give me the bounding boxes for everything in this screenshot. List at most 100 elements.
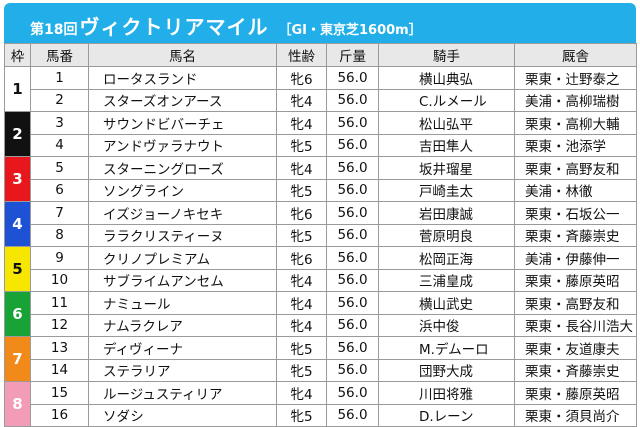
jockey-cell: 坂井瑠星 — [378, 156, 515, 180]
sexage-cell: 牝4 — [276, 156, 327, 180]
jockey-cell: 戸崎圭太 — [378, 178, 515, 202]
entry-table: 枠 馬番 馬名 性齢 斤量 騎手 厩舎 1 1 ロータスランド 牝6 56.0 … — [4, 43, 637, 427]
trainer-cell: 栗東・須貝尚介 — [514, 403, 637, 427]
table-row: 14 ステラリア 牝5 56.0 団野大成 栗東・斉藤崇史 — [5, 358, 637, 382]
jockey-cell: 横山典弘 — [378, 66, 515, 90]
horse-name-cell: ナムラクレア — [88, 313, 277, 337]
trainer-cell: 栗東・友道康夫 — [514, 336, 637, 360]
trainer-cell: 栗東・石坂公一 — [514, 201, 637, 225]
sexage-cell: 牝4 — [276, 381, 327, 405]
horse-name-cell: ルージュスティリア — [88, 381, 277, 405]
trainer-cell: 栗東・辻野泰之 — [514, 66, 637, 90]
waku-cell: 4 — [4, 201, 31, 247]
jockey-cell: 団野大成 — [378, 358, 515, 382]
jockey-cell: 川田将雅 — [378, 381, 515, 405]
jockey-cell: 横山武史 — [378, 291, 515, 315]
table-row: 16 ソダシ 牝5 56.0 D.レーン 栗東・須貝尚介 — [5, 403, 637, 427]
sexage-cell: 牝5 — [276, 178, 327, 202]
jockey-cell: 松岡正海 — [378, 246, 515, 270]
table-row: 8 15 ルージュスティリア 牝4 56.0 川田将雅 栗東・藤原英昭 — [4, 381, 637, 427]
sexage-cell: 牝5 — [276, 223, 327, 247]
jockey-cell: C.ルメール — [378, 88, 515, 112]
weight-cell: 56.0 — [326, 223, 379, 247]
horse-name-cell: アンドヴァラナウト — [88, 133, 277, 157]
weight-cell: 56.0 — [326, 403, 379, 427]
trainer-cell: 栗東・池添学 — [514, 133, 637, 157]
umaban-cell: 13 — [30, 336, 89, 360]
sexage-cell: 牝6 — [276, 66, 327, 90]
waku-cell: 3 — [4, 156, 31, 202]
sexage-cell: 牝5 — [276, 336, 327, 360]
trainer-cell: 美浦・林徹 — [514, 178, 637, 202]
weight-cell: 56.0 — [326, 291, 379, 315]
weight-cell: 56.0 — [326, 66, 379, 90]
sexage-cell: 牝4 — [276, 88, 327, 112]
horse-name-cell: イズジョーノキセキ — [88, 201, 277, 225]
waku-cell: 7 — [4, 336, 31, 382]
umaban-cell: 3 — [30, 111, 89, 135]
umaban-cell: 7 — [30, 201, 89, 225]
header-umaban: 馬番 — [30, 43, 89, 67]
waku-cell: 2 — [4, 111, 31, 157]
table-row: 2 スターズオンアース 牝4 56.0 C.ルメール 美浦・高柳瑞樹 — [5, 88, 637, 112]
umaban-cell: 10 — [30, 268, 89, 292]
weight-cell: 56.0 — [326, 268, 379, 292]
sexage-cell: 牝6 — [276, 201, 327, 225]
table-row: 6 11 ナミュール 牝4 56.0 横山武史 栗東・高野友和 — [4, 291, 637, 337]
weight-cell: 56.0 — [326, 88, 379, 112]
sexage-cell: 牝4 — [276, 313, 327, 337]
header-sexage: 性齢 — [276, 43, 327, 67]
umaban-cell: 1 — [30, 66, 89, 90]
horse-name-cell: ナミュール — [88, 291, 277, 315]
waku-cell: 8 — [4, 381, 31, 427]
weight-cell: 56.0 — [326, 381, 379, 405]
table-row: 2 3 サウンドビバーチェ 牝4 56.0 松山弘平 栗東・高柳大輔 — [4, 111, 637, 157]
umaban-cell: 4 — [30, 133, 89, 157]
sexage-cell: 牝4 — [276, 111, 327, 135]
trainer-cell: 栗東・斉藤崇史 — [514, 223, 637, 247]
jockey-cell: 岩田康誠 — [378, 201, 515, 225]
horse-name-cell: ソングライン — [88, 178, 277, 202]
trainer-cell: 美浦・高柳瑞樹 — [514, 88, 637, 112]
horse-name-cell: ララクリスティーヌ — [88, 223, 277, 247]
umaban-cell: 11 — [30, 291, 89, 315]
sexage-cell: 牝6 — [276, 246, 327, 270]
table-body: 1 1 ロータスランド 牝6 56.0 横山典弘 栗東・辻野泰之 2 スターズオ… — [4, 66, 637, 427]
sexage-cell: 牝4 — [276, 268, 327, 292]
weight-cell: 56.0 — [326, 336, 379, 360]
race-condition: ［GI・東京芝1600m］ — [278, 23, 422, 38]
trainer-cell: 栗東・高柳大輔 — [514, 111, 637, 135]
horse-name-cell: ソダシ — [88, 403, 277, 427]
race-card: 第18回 ヴィクトリアマイル ［GI・東京芝1600m］ 枠 馬番 馬名 性齢 … — [4, 3, 637, 427]
waku-cell: 1 — [4, 66, 31, 112]
weight-cell: 56.0 — [326, 201, 379, 225]
header-weight: 斤量 — [326, 43, 379, 67]
table-header-row: 枠 馬番 馬名 性齢 斤量 騎手 厩舎 — [4, 43, 637, 67]
trainer-cell: 栗東・藤原英昭 — [514, 381, 637, 405]
table-row: 8 ララクリスティーヌ 牝5 56.0 菅原明良 栗東・斉藤崇史 — [5, 223, 637, 247]
weight-cell: 56.0 — [326, 313, 379, 337]
sexage-cell: 牝5 — [276, 133, 327, 157]
table-row: 6 ソングライン 牝5 56.0 戸崎圭太 美浦・林徹 — [5, 178, 637, 202]
horse-name-cell: サブライムアンセム — [88, 268, 277, 292]
sexage-cell: 牝5 — [276, 358, 327, 382]
table-row: 3 5 スターニングローズ 牝4 56.0 坂井瑠星 栗東・高野友和 — [4, 156, 637, 202]
weight-cell: 56.0 — [326, 156, 379, 180]
title-bar: 第18回 ヴィクトリアマイル ［GI・東京芝1600m］ — [4, 3, 636, 43]
horse-name-cell: ステラリア — [88, 358, 277, 382]
jockey-cell: 菅原明良 — [378, 223, 515, 247]
table-row: 1 1 ロータスランド 牝6 56.0 横山典弘 栗東・辻野泰之 — [4, 66, 637, 112]
header-trainer: 厩舎 — [514, 43, 637, 67]
umaban-cell: 9 — [30, 246, 89, 270]
horse-name-cell: ディヴィーナ — [88, 336, 277, 360]
table-row: 4 アンドヴァラナウト 牝5 56.0 吉田隼人 栗東・池添学 — [5, 133, 637, 157]
trainer-cell: 栗東・高野友和 — [514, 156, 637, 180]
trainer-cell: 栗東・斉藤崇史 — [514, 358, 637, 382]
sexage-cell: 牝5 — [276, 403, 327, 427]
horse-name-cell: サウンドビバーチェ — [88, 111, 277, 135]
waku-cell: 5 — [4, 246, 31, 292]
umaban-cell: 12 — [30, 313, 89, 337]
trainer-cell: 栗東・長谷川浩大 — [514, 313, 637, 337]
trainer-cell: 栗東・藤原英昭 — [514, 268, 637, 292]
jockey-cell: M.デムーロ — [378, 336, 515, 360]
